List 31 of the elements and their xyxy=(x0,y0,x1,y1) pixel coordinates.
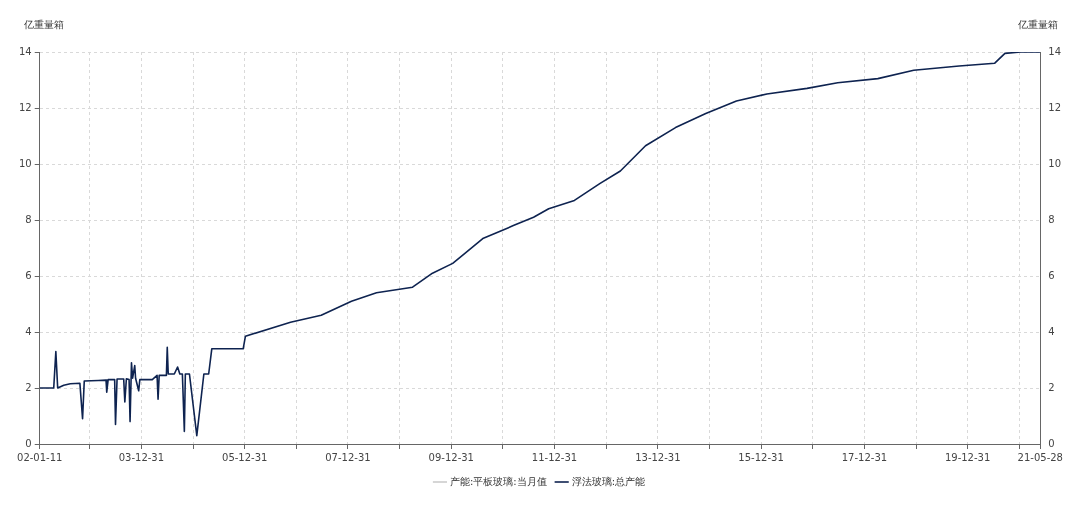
x-tick-label: 07-12-31 xyxy=(325,451,371,463)
x-tick-label: 17-12-31 xyxy=(841,451,888,463)
y-tick-label: 14 xyxy=(18,45,32,57)
y2-tick-label: 8 xyxy=(1048,213,1055,225)
y2-axis-title: 亿重量箱 xyxy=(1017,18,1058,30)
x-tick-label: 15-12-31 xyxy=(738,451,784,463)
y-tick-label: 2 xyxy=(25,381,32,393)
y-axis-title: 亿重量箱 xyxy=(23,18,64,30)
y2-tick-label: 6 xyxy=(1048,269,1055,281)
y2-tick-label: 2 xyxy=(1048,381,1055,393)
y2-tick-label: 10 xyxy=(1048,157,1062,169)
legend-label: 浮法玻璃:总产能 xyxy=(571,475,646,487)
x-tick-label: 11-12-31 xyxy=(531,451,578,463)
x-tick-label: 13-12-31 xyxy=(635,451,681,463)
x-tick-label: 19-12-31 xyxy=(944,451,991,463)
y-tick-label: 10 xyxy=(18,157,32,169)
x-tick-label: 03-12-31 xyxy=(118,451,165,463)
x-tick-label: 09-12-31 xyxy=(428,451,474,463)
x-tick-label: 21-05-28 xyxy=(1017,451,1063,463)
y-tick-label: 4 xyxy=(25,325,32,337)
x-tick-label: 05-12-31 xyxy=(222,451,268,463)
x-tick-label: 02-01-11 xyxy=(17,451,63,463)
y-tick-label: 8 xyxy=(25,213,32,225)
legend-label: 产能:平板玻璃:当月值 xyxy=(449,475,547,487)
y-tick-label: 12 xyxy=(18,101,32,113)
y2-tick-label: 12 xyxy=(1048,101,1062,113)
y-tick-label: 6 xyxy=(25,269,32,281)
y2-tick-label: 0 xyxy=(1048,437,1055,449)
y2-tick-label: 14 xyxy=(1048,45,1062,57)
y-tick-label: 0 xyxy=(25,437,32,449)
y2-tick-label: 4 xyxy=(1048,325,1055,337)
